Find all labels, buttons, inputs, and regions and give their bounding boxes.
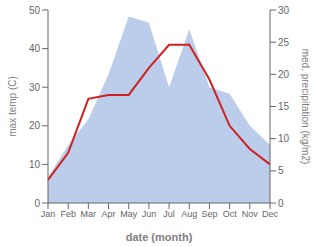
svg-text:Jun: Jun [142, 209, 157, 219]
svg-text:May: May [120, 209, 138, 219]
svg-text:Jul: Jul [163, 209, 175, 219]
svg-text:Aug: Aug [181, 209, 197, 219]
svg-text:25: 25 [278, 37, 290, 48]
svg-text:med. precipitation (kg/m2): med. precipitation (kg/m2) [300, 49, 310, 165]
svg-text:date (month): date (month) [126, 231, 193, 243]
svg-text:5: 5 [278, 165, 284, 176]
svg-text:Sep: Sep [201, 209, 217, 219]
svg-text:Dec: Dec [262, 209, 279, 219]
svg-text:Mar: Mar [81, 209, 97, 219]
svg-text:Nov: Nov [242, 209, 259, 219]
svg-text:30: 30 [278, 5, 290, 16]
svg-text:Jan: Jan [41, 209, 56, 219]
svg-text:0: 0 [34, 198, 40, 209]
svg-text:40: 40 [29, 43, 41, 54]
svg-text:max temp (C): max temp (C) [8, 76, 18, 137]
svg-text:Feb: Feb [60, 209, 76, 219]
svg-text:10: 10 [278, 133, 290, 144]
svg-text:15: 15 [278, 101, 290, 112]
svg-text:50: 50 [29, 5, 41, 16]
svg-text:30: 30 [29, 82, 41, 93]
svg-text:0: 0 [278, 198, 284, 209]
svg-text:Apr: Apr [102, 209, 116, 219]
svg-text:20: 20 [278, 69, 290, 80]
svg-text:Oct: Oct [223, 209, 238, 219]
svg-text:10: 10 [29, 159, 41, 170]
svg-text:20: 20 [29, 120, 41, 131]
